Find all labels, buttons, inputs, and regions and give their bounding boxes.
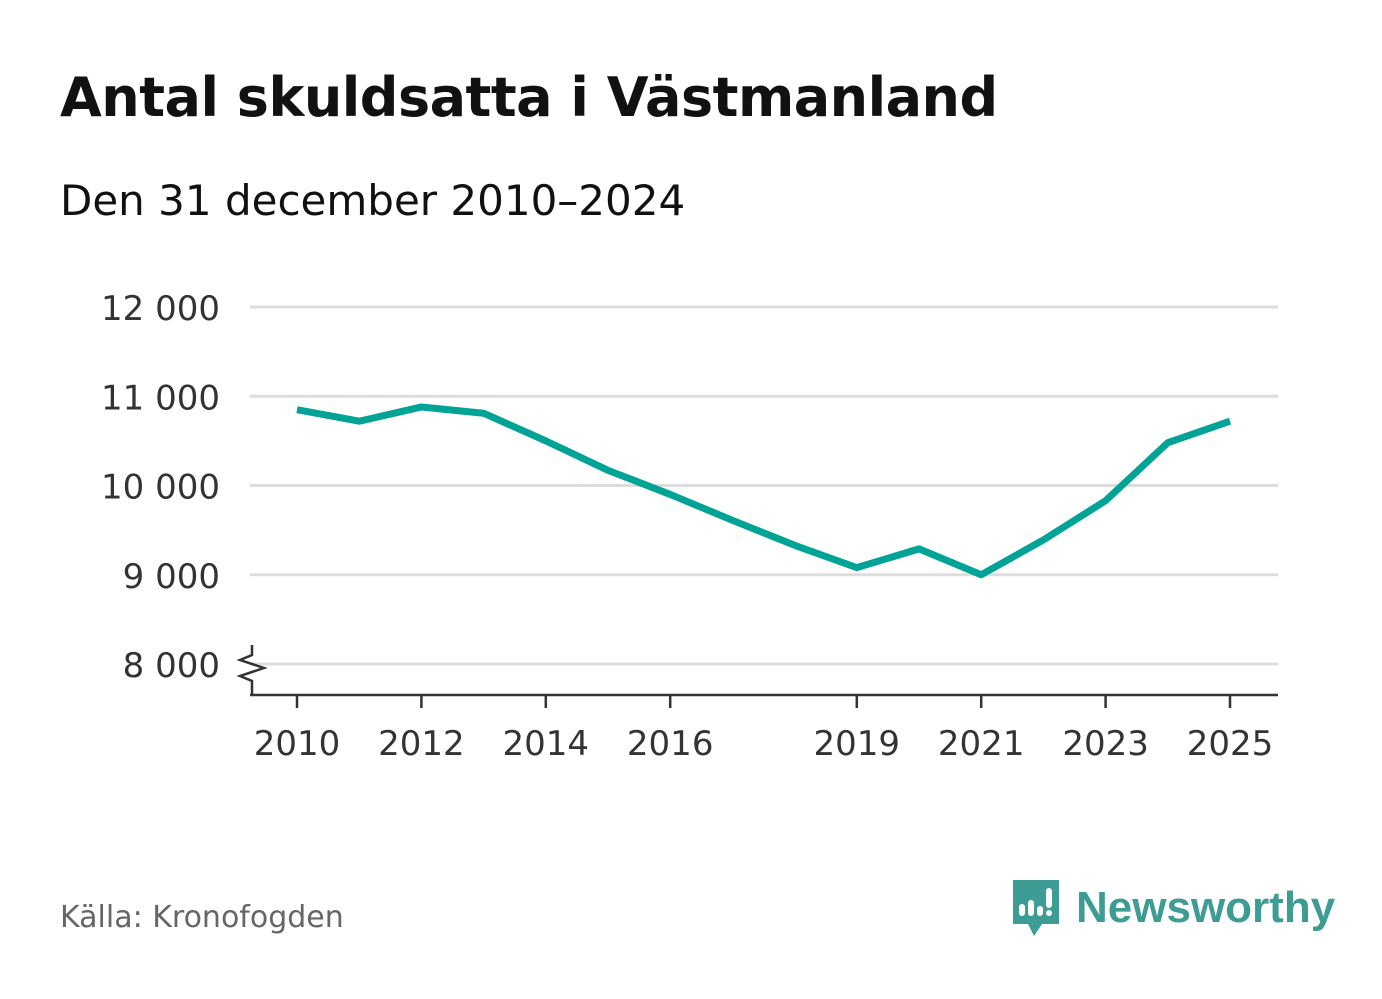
series-line	[296, 403, 1232, 579]
newsworthy-logo: Newsworthy	[1010, 878, 1335, 938]
chart-title: Antal skuldsatta i Västmanland	[60, 66, 998, 129]
newsworthy-chat-bar-icon	[1013, 880, 1059, 936]
axis-break-icon	[236, 645, 268, 695]
y-tick-label: 12 000	[101, 289, 220, 329]
x-tick-label: 2012	[378, 724, 465, 764]
chart-subtitle: Den 31 december 2010–2024	[60, 176, 686, 225]
x-tick-label: 2021	[938, 724, 1025, 764]
source-note: Källa: Kronofogden	[60, 900, 344, 935]
x-tick-label: 2014	[503, 724, 590, 764]
y-tick-label: 8 000	[123, 646, 220, 686]
y-tick-label: 11 000	[101, 378, 220, 418]
x-tick-label: 2025	[1187, 724, 1274, 764]
y-tick-label: 10 000	[101, 468, 220, 508]
y-tick-label: 9 000	[123, 557, 220, 597]
newsworthy-logo-text: Newsworthy	[1076, 883, 1336, 932]
x-tick-label: 2023	[1062, 724, 1149, 764]
x-tick-label: 2016	[627, 724, 714, 764]
x-tick-label: 2010	[254, 724, 341, 764]
x-tick-label: 2019	[814, 724, 901, 764]
